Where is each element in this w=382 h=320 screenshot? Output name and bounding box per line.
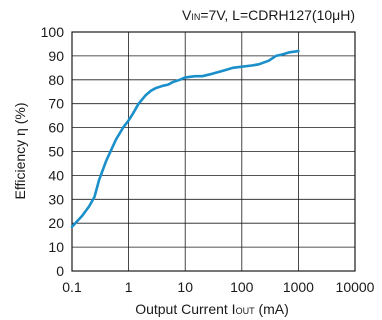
y-tick-label: 100 bbox=[41, 24, 65, 40]
plot-frame bbox=[71, 31, 356, 272]
y-tick-label: 60 bbox=[48, 120, 64, 136]
x-axis-label-subscript: OUT bbox=[236, 306, 256, 316]
y-tick-label: 70 bbox=[48, 96, 64, 112]
tick-labels: 0.1 1 10 100 1000 10000 0 10 20 30 40 50 60 70 80 90 100 bbox=[41, 24, 375, 295]
annotation-title: VIN=7V, L=CDRH127(10μH) bbox=[182, 7, 355, 23]
x-axis-label: Output Current IOUT (mA) bbox=[135, 301, 289, 317]
y-tick-label: 90 bbox=[48, 48, 64, 64]
efficiency-series-line bbox=[70, 49, 300, 229]
annotation-v-subscript: IN bbox=[191, 12, 200, 22]
y-tick-label: 10 bbox=[48, 239, 64, 255]
grid bbox=[72, 32, 355, 271]
y-tick-label: 30 bbox=[48, 191, 64, 207]
x-tick-label: 10000 bbox=[336, 279, 375, 295]
axes bbox=[71, 31, 356, 272]
series-layer bbox=[70, 49, 300, 229]
y-tick-label: 20 bbox=[48, 215, 64, 231]
y-axis-label: Efficiency η (%) bbox=[12, 103, 28, 200]
x-tick-label: 1 bbox=[125, 279, 133, 295]
x-axis-label-unit: (mA) bbox=[255, 301, 289, 317]
x-axis-label-main: Output Current I bbox=[135, 301, 235, 317]
annotation-v: V bbox=[182, 7, 192, 23]
y-tick-label: 40 bbox=[48, 167, 64, 183]
x-tick-label: 100 bbox=[230, 279, 254, 295]
y-tick-label: 0 bbox=[56, 263, 64, 279]
y-tick-label: 50 bbox=[48, 144, 64, 160]
x-tick-label: 0.1 bbox=[62, 279, 82, 295]
y-tick-label: 80 bbox=[48, 72, 64, 88]
annotation-rest: =7V, L=CDRH127(10μH) bbox=[200, 7, 355, 23]
x-tick-label: 1000 bbox=[283, 279, 314, 295]
x-tick-label: 10 bbox=[177, 279, 193, 295]
